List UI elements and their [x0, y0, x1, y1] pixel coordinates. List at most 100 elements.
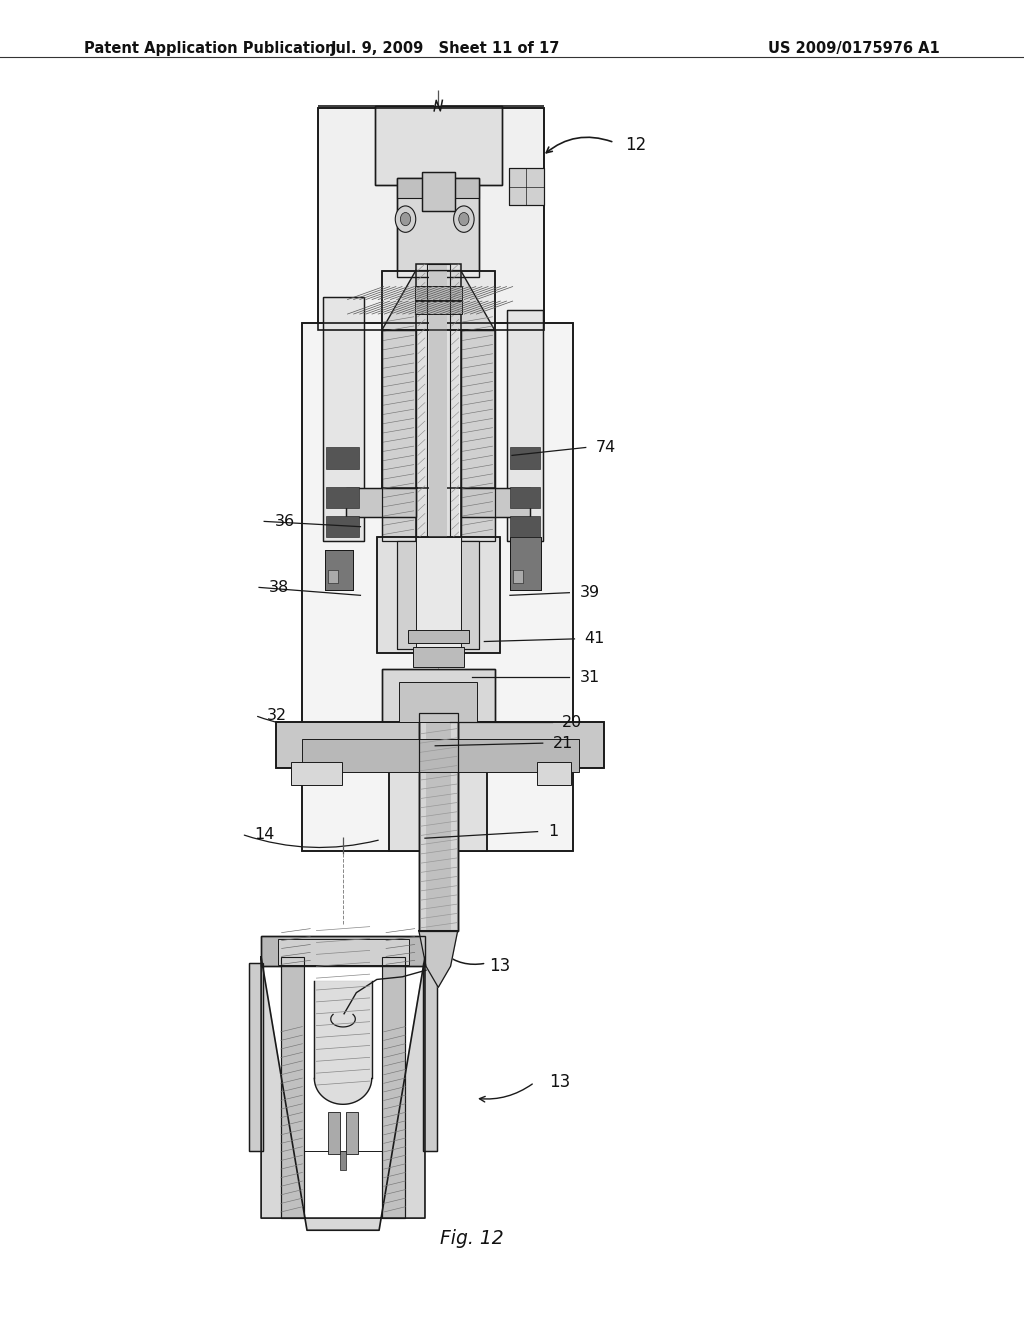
Bar — [302, 739, 579, 772]
Bar — [323, 297, 364, 541]
Polygon shape — [314, 981, 372, 1105]
Bar — [423, 964, 437, 1151]
Text: 41: 41 — [585, 631, 605, 647]
Bar — [397, 178, 479, 198]
Bar — [346, 488, 416, 517]
Bar — [276, 722, 604, 768]
Bar — [318, 108, 544, 330]
Bar — [382, 957, 406, 1218]
Text: 14: 14 — [254, 826, 274, 842]
Circle shape — [454, 206, 474, 232]
Bar — [261, 936, 425, 966]
Bar — [426, 713, 451, 931]
Bar — [423, 964, 437, 1151]
Bar — [507, 310, 543, 541]
Polygon shape — [382, 271, 495, 330]
Bar — [261, 936, 425, 966]
Bar — [382, 669, 495, 722]
Bar — [382, 957, 406, 1218]
Bar — [461, 330, 495, 541]
Bar — [377, 537, 500, 653]
Bar — [397, 541, 479, 649]
Bar — [382, 330, 416, 541]
Bar — [510, 537, 541, 590]
Bar — [397, 178, 479, 277]
Bar — [399, 682, 477, 722]
Text: 12: 12 — [625, 136, 646, 154]
Bar — [537, 762, 571, 785]
Bar — [510, 447, 540, 469]
Bar — [302, 323, 573, 851]
Bar — [507, 310, 543, 541]
Polygon shape — [419, 931, 458, 987]
Bar — [397, 178, 479, 277]
Bar — [377, 537, 500, 653]
Text: 74: 74 — [596, 440, 616, 455]
Bar — [415, 286, 462, 300]
Bar — [328, 1111, 340, 1154]
Bar — [346, 1111, 358, 1154]
Bar — [461, 488, 530, 517]
Text: US 2009/0175976 A1: US 2009/0175976 A1 — [768, 41, 940, 55]
Bar — [408, 630, 469, 643]
Bar — [415, 301, 462, 314]
Bar — [281, 957, 304, 1218]
Bar — [510, 537, 541, 590]
Bar — [418, 264, 459, 541]
Bar — [461, 488, 530, 517]
Polygon shape — [261, 957, 425, 1230]
Bar — [509, 168, 544, 205]
Bar — [249, 964, 263, 1151]
Bar — [513, 570, 523, 583]
Bar — [413, 647, 464, 667]
Text: 36: 36 — [274, 513, 295, 529]
Bar — [415, 286, 462, 300]
Bar — [291, 762, 342, 785]
Bar — [419, 713, 458, 931]
Bar — [276, 722, 604, 768]
Text: Fig. 12: Fig. 12 — [440, 1229, 504, 1247]
Text: 39: 39 — [580, 585, 600, 601]
Text: 38: 38 — [269, 579, 290, 595]
Bar — [302, 323, 573, 851]
Text: Patent Application Publication: Patent Application Publication — [84, 41, 336, 55]
Bar — [510, 487, 540, 508]
Bar — [416, 537, 461, 653]
Bar — [419, 713, 458, 931]
Bar — [326, 516, 359, 537]
Bar — [422, 172, 455, 211]
Text: 20: 20 — [562, 714, 583, 730]
Bar — [382, 271, 495, 488]
Bar — [346, 488, 416, 517]
Bar — [340, 1151, 346, 1170]
Bar — [382, 669, 495, 722]
Text: 31: 31 — [580, 669, 600, 685]
Bar — [415, 301, 462, 314]
Bar — [382, 330, 416, 541]
Bar — [325, 550, 353, 590]
Text: Jul. 9, 2009   Sheet 11 of 17: Jul. 9, 2009 Sheet 11 of 17 — [331, 41, 560, 55]
Bar — [278, 939, 409, 965]
Circle shape — [400, 213, 411, 226]
Text: 32: 32 — [267, 708, 288, 723]
Bar — [318, 108, 544, 330]
Bar — [375, 106, 502, 185]
Text: 13: 13 — [489, 957, 511, 975]
Bar — [416, 264, 461, 541]
Bar — [328, 570, 338, 583]
Bar — [382, 271, 495, 488]
Text: 21: 21 — [553, 735, 573, 751]
Bar — [304, 966, 382, 1151]
Bar — [419, 713, 458, 931]
Bar — [510, 516, 540, 537]
Bar — [249, 964, 263, 1151]
Circle shape — [459, 213, 469, 226]
Bar — [422, 172, 455, 211]
Text: 13: 13 — [549, 1073, 570, 1092]
Bar — [281, 957, 304, 1218]
Bar — [326, 447, 359, 469]
Bar — [397, 541, 479, 649]
Bar — [323, 297, 364, 541]
Bar — [375, 106, 502, 185]
Bar — [427, 264, 450, 541]
